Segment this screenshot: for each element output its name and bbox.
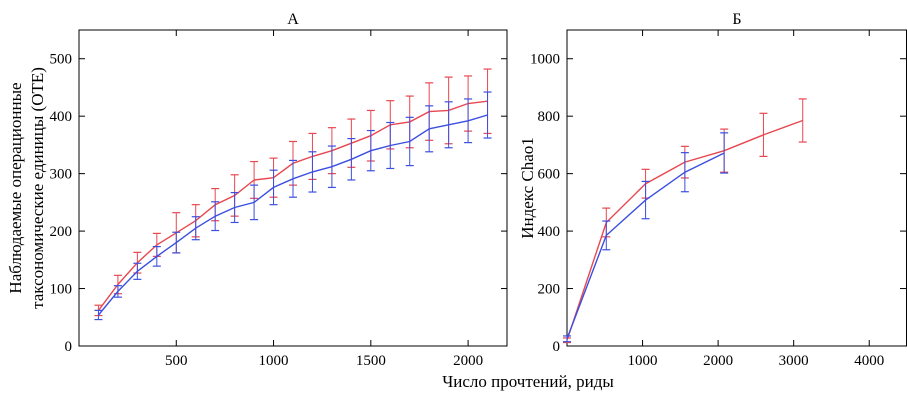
panel-b-frame xyxy=(566,29,907,347)
x-tick-label: 1500 xyxy=(356,353,386,369)
x-tick-label: 2000 xyxy=(453,353,483,369)
panel-a-frame xyxy=(78,29,508,347)
y-tick-label: 800 xyxy=(538,109,561,125)
x-tick-label: 1000 xyxy=(259,353,289,369)
panel-a: А 500 1000 1500 2000 0 100 200 300 400 500 Наблюд… xyxy=(6,11,508,369)
panel-a-title: А xyxy=(287,11,299,28)
panel-b: Б 1000 2000 3000 4000 0 200 400 600 800 1000 Инде… xyxy=(518,11,907,369)
panel-b-ylabel: Индекс Chao1 xyxy=(518,137,537,239)
shared-x-axis-label: Число прочтений, риды xyxy=(442,372,614,391)
series-blue xyxy=(94,91,492,321)
y-tick-label: 200 xyxy=(50,224,73,240)
panel-a-series xyxy=(94,68,492,321)
panel-a-ylabel-line2: таксономические единицы (ОТЕ) xyxy=(28,67,47,309)
x-tick-label: 4000 xyxy=(854,353,884,369)
x-tick-label: 500 xyxy=(165,353,188,369)
y-tick-label: 600 xyxy=(538,167,561,183)
y-tick-label: 1000 xyxy=(530,52,560,68)
y-tick-label: 0 xyxy=(65,339,73,355)
y-tick-label: 100 xyxy=(50,282,73,298)
series-blue xyxy=(563,132,729,343)
x-tick-label: 3000 xyxy=(779,353,809,369)
series-red xyxy=(563,98,807,344)
y-tick-label: 300 xyxy=(50,167,73,183)
y-tick-label: 400 xyxy=(538,224,561,240)
x-tick-label: 1000 xyxy=(628,353,658,369)
y-tick-label: 0 xyxy=(553,339,561,355)
panel-b-series xyxy=(563,98,807,344)
y-tick-label: 400 xyxy=(50,109,73,125)
x-tick-label: 2000 xyxy=(703,353,733,369)
panel-b-ticks: 1000 2000 3000 4000 0 200 400 600 800 1000 xyxy=(530,30,906,369)
panel-a-ylabel-line1: Наблюдаемые операционные xyxy=(6,82,25,293)
panel-a-ticks: 500 1000 1500 2000 0 100 200 300 400 500 xyxy=(50,30,507,369)
y-tick-label: 500 xyxy=(50,52,73,68)
y-tick-label: 200 xyxy=(538,282,561,298)
panel-b-title: Б xyxy=(732,11,741,28)
